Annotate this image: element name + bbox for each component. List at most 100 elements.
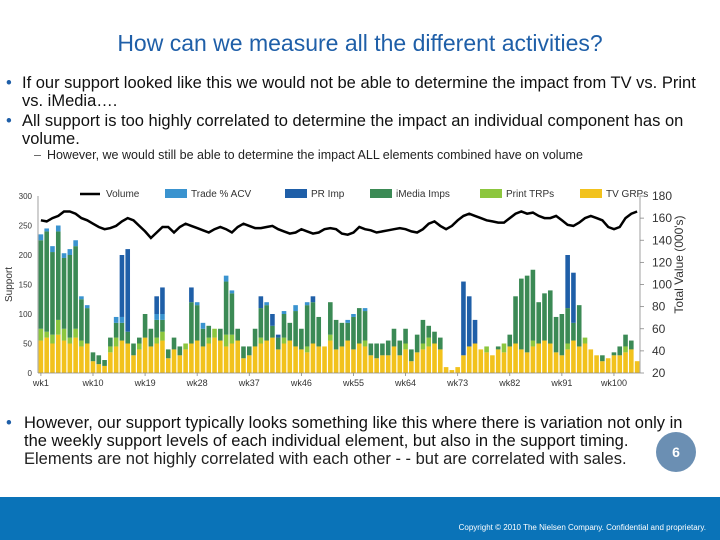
bar-tv-grps-wk101 bbox=[617, 355, 623, 373]
x-tick-label: wk64 bbox=[394, 378, 416, 388]
x-tick-label: wk28 bbox=[186, 378, 208, 388]
bar-imedia-imps-wk100 bbox=[611, 352, 617, 356]
bar-imedia-imps-wk90 bbox=[553, 316, 559, 353]
bar-tv-grps-wk27 bbox=[189, 343, 194, 373]
bar-tv-grps-wk72 bbox=[449, 370, 455, 373]
bar-imedia-imps-wk88 bbox=[542, 293, 547, 341]
y-axis-label: Support bbox=[4, 267, 15, 302]
bar-imedia-imps-wk35 bbox=[235, 328, 240, 341]
legend-label: Print TRPs bbox=[506, 189, 554, 200]
bar-tv-grps-wk83 bbox=[513, 343, 518, 373]
bar-tv-grps-wk49 bbox=[316, 346, 322, 373]
bar-tv-grps-wk98 bbox=[600, 361, 605, 373]
bar-print-trps-wk51 bbox=[328, 334, 333, 341]
bar-trade-acv-wk5 bbox=[61, 253, 67, 258]
bar-trade-acv-wk21 bbox=[154, 314, 159, 320]
bar-imedia-imps-wk87 bbox=[536, 302, 541, 344]
bar-tv-grps-wk75 bbox=[466, 346, 472, 373]
bar-tv-grps-wk56 bbox=[356, 343, 362, 373]
chart-axes: 0 50 100 150 200 250 300 20 40 60 80 100 120 140 160 18… bbox=[4, 189, 686, 388]
bar-tv-grps-wk93 bbox=[571, 340, 576, 373]
chart-legend: Volume Trade % ACV PR Imp iMedia Imps Print … bbox=[80, 189, 648, 200]
legend-swatch bbox=[285, 189, 307, 198]
bar-print-trps-wk47 bbox=[304, 346, 310, 353]
bar-tv-grps-wk102 bbox=[623, 352, 628, 373]
bar-print-trps-wk81 bbox=[501, 343, 507, 353]
bar-imedia-imps-wk14 bbox=[113, 322, 119, 338]
bar-print-trps-wk57 bbox=[362, 340, 368, 347]
bar-imedia-imps-wk85 bbox=[524, 275, 530, 353]
bar-tv-grps-wk81 bbox=[501, 352, 507, 373]
y-tick-label: 150 bbox=[19, 281, 33, 290]
bar-pr-imp-wk15 bbox=[119, 255, 125, 317]
bullet-2-text: All support is too highly correlated to … bbox=[22, 112, 684, 148]
bar-tv-grps-wk59 bbox=[374, 358, 379, 373]
bar-tv-grps-wk13 bbox=[108, 352, 113, 373]
bar-tv-grps-wk1 bbox=[38, 340, 44, 373]
bar-tv-grps-wk52 bbox=[333, 349, 339, 373]
bar-print-trps-wk68 bbox=[426, 337, 432, 347]
bar-print-trps-wk2 bbox=[44, 331, 49, 338]
bar-tv-grps-wk94 bbox=[576, 346, 582, 373]
bar-tv-grps-wk19 bbox=[142, 337, 148, 373]
bar-pr-imp-wk39 bbox=[258, 296, 264, 309]
bar-tv-grps-wk43 bbox=[281, 343, 287, 373]
bar-tv-grps-wk71 bbox=[443, 367, 449, 373]
bar-tv-grps-wk41 bbox=[270, 337, 275, 373]
bar-tv-grps-wk48 bbox=[310, 343, 316, 373]
bar-trade-acv-wk2 bbox=[44, 228, 49, 232]
bar-tv-grps-wk24 bbox=[171, 349, 177, 373]
bar-print-trps-wk92 bbox=[565, 343, 570, 350]
bar-tv-grps-wk65 bbox=[409, 361, 414, 373]
bar-trade-acv-wk47 bbox=[304, 302, 310, 306]
bullet-dot-icon: • bbox=[6, 74, 12, 92]
bar-tv-grps-wk38 bbox=[252, 346, 258, 373]
bar-tv-grps-wk85 bbox=[524, 352, 530, 373]
y2-tick-label: 60 bbox=[652, 322, 666, 336]
bar-imedia-imps-wk28 bbox=[194, 305, 200, 341]
bar-imedia-imps-wk11 bbox=[96, 355, 102, 365]
bar-tv-grps-wk60 bbox=[380, 355, 385, 373]
bar-trade-acv-wk29 bbox=[200, 322, 206, 329]
bar-trade-acv-wk1 bbox=[38, 234, 44, 241]
bar-tv-grps-wk46 bbox=[299, 349, 304, 373]
bar-imedia-imps-wk44 bbox=[287, 322, 293, 341]
bar-tv-grps-wk15 bbox=[119, 340, 125, 373]
bar-imedia-imps-wk30 bbox=[206, 325, 212, 338]
bar-imedia-imps-wk13 bbox=[108, 337, 113, 347]
bar-imedia-imps-wk38 bbox=[252, 328, 258, 347]
y2-tick-label: 140 bbox=[652, 233, 672, 247]
bar-imedia-imps-wk33 bbox=[223, 281, 229, 335]
x-tick-label: wk19 bbox=[134, 378, 156, 388]
bar-tv-grps-wk16 bbox=[125, 343, 131, 373]
bar-tv-grps-wk86 bbox=[530, 346, 536, 373]
bar-print-trps-wk95 bbox=[582, 337, 588, 344]
legend-label: PR Imp bbox=[311, 189, 345, 200]
bar-tv-grps-wk40 bbox=[264, 340, 269, 373]
bar-tv-grps-wk90 bbox=[553, 352, 559, 373]
bar-tv-grps-wk53 bbox=[339, 346, 345, 373]
bar-imedia-imps-wk82 bbox=[507, 334, 513, 347]
bar-tv-grps-wk2 bbox=[44, 337, 49, 373]
y2-tick-label: 180 bbox=[652, 189, 672, 203]
y2-tick-label: 160 bbox=[652, 211, 672, 225]
y2-tick-label: 120 bbox=[652, 255, 672, 269]
bar-tv-grps-wk25 bbox=[177, 355, 183, 373]
bar-imedia-imps-wk103 bbox=[629, 340, 634, 350]
x-tick-label: wk55 bbox=[342, 378, 364, 388]
bar-imedia-imps-wk23 bbox=[165, 349, 171, 359]
bar-print-trps-wk39 bbox=[258, 337, 264, 344]
y-tick-label: 100 bbox=[19, 310, 33, 319]
bar-trade-acv-wk6 bbox=[67, 249, 73, 255]
bar-tv-grps-wk8 bbox=[79, 346, 84, 373]
bullet-dot-icon: • bbox=[6, 112, 12, 130]
bar-imedia-imps-wk53 bbox=[339, 322, 345, 347]
bar-imedia-imps-wk17 bbox=[131, 343, 136, 356]
bar-pr-imp-wk21 bbox=[154, 296, 159, 314]
bar-imedia-imps-wk36 bbox=[241, 346, 246, 359]
legend-label: iMedia Imps bbox=[396, 189, 450, 200]
bar-tv-grps-wk77 bbox=[478, 349, 484, 373]
sub-bullet-text: However, we would still be able to deter… bbox=[46, 148, 583, 162]
bar-print-trps-wk6 bbox=[67, 337, 73, 344]
bar-print-trps-wk34 bbox=[229, 334, 235, 344]
